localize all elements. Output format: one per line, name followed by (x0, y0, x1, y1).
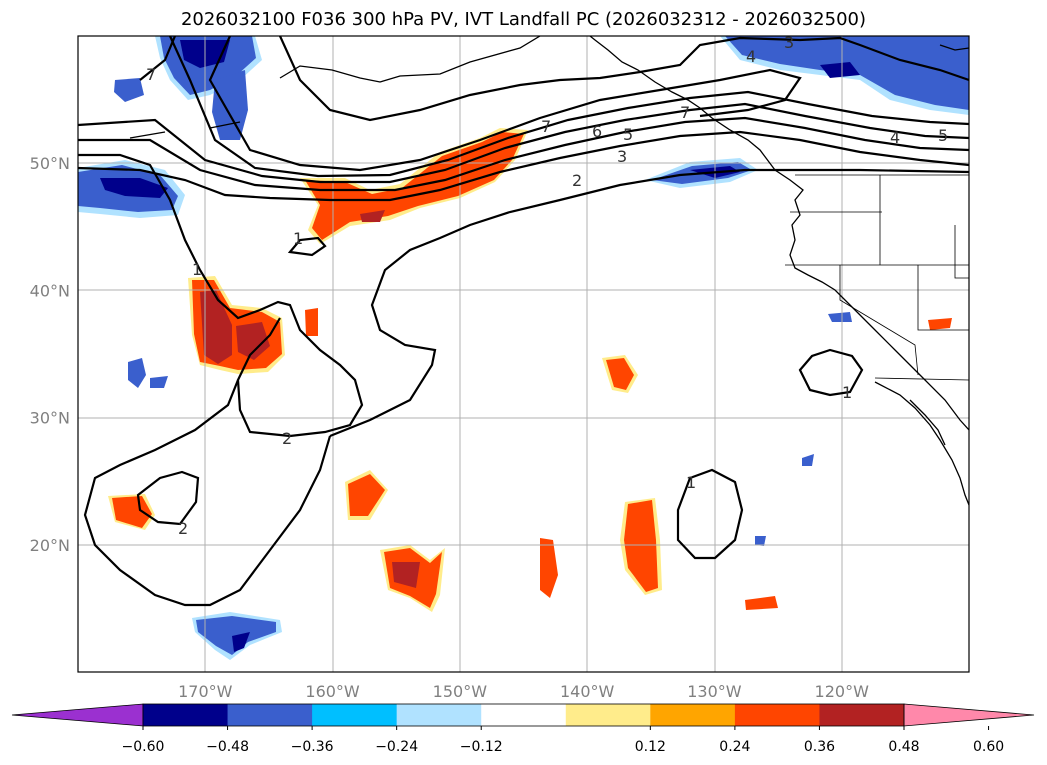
contour-label: 7 (680, 103, 690, 122)
colorbar-tick-label: −0.60 (122, 739, 165, 755)
contour-label: 1 (192, 260, 202, 279)
colorbar-tick-label: −0.36 (291, 739, 334, 755)
colorbar-tick-label: −0.12 (460, 739, 503, 755)
contour-labels: 1 1 1 1 2 2 2 3 3 4 4 5 5 6 7 7 7 (146, 33, 948, 538)
longitude-label: 170°W (178, 682, 233, 701)
colorbar-frame (142, 703, 905, 727)
latitude-label: 30°N (30, 409, 70, 428)
contour-label: 2 (178, 519, 188, 538)
contour-1-coast (798, 348, 864, 397)
colorbar-swatch (565, 704, 651, 726)
colorbar-tick-label: 0.60 (973, 739, 1004, 755)
latitude-labels: 50°N 40°N 30°N 20°N (30, 154, 70, 555)
colorbar-tick-label: 0.24 (719, 739, 750, 755)
contour-label: 2 (572, 171, 582, 190)
colorbar-extend-low (11, 703, 144, 727)
longitude-label: 150°W (433, 682, 488, 701)
colorbar-tick-label: 0.36 (804, 739, 835, 755)
longitude-label: 130°W (687, 682, 742, 701)
colorbar-tick-label: 0.48 (888, 739, 919, 755)
contour-label: 7 (146, 65, 156, 84)
contour-label: 2 (282, 429, 292, 448)
map-area: 1 1 1 1 2 2 2 3 3 4 4 5 5 6 7 7 7 (78, 33, 969, 672)
colorbar-tick-label: 0.12 (635, 739, 666, 755)
colorbar-swatch (650, 704, 736, 726)
colorbar-tick-label: −0.24 (375, 739, 418, 755)
contour-label: 1 (686, 473, 696, 492)
contour-label: 1 (293, 229, 303, 248)
contour-label: 7 (541, 117, 551, 136)
baja-coast (874, 381, 969, 506)
contour-label: 5 (938, 126, 948, 145)
map-title: 2026032100 F036 300 hPa PV, IVT Landfall… (180, 9, 867, 30)
contour-label: 4 (746, 47, 756, 66)
colorbar-swatch (312, 704, 398, 726)
longitude-label: 120°W (815, 682, 870, 701)
colorbar-swatch (143, 704, 229, 726)
contour-label: 4 (890, 128, 900, 147)
colorbar: −0.60 −0.48 −0.36 −0.24 −0.12 0.12 0.24 0.36 0.4… (11, 703, 1035, 755)
latitude-label: 50°N (30, 154, 70, 173)
longitude-label: 160°W (305, 682, 360, 701)
colorbar-swatch (481, 704, 567, 726)
contour-label: 5 (623, 125, 633, 144)
colorbar-swatch (396, 704, 482, 726)
latitude-label: 20°N (30, 536, 70, 555)
colorbar-swatch (819, 704, 905, 726)
colorbar-swatch (227, 704, 313, 726)
contour-label: 6 (592, 122, 602, 141)
contour-label: 1 (842, 383, 852, 402)
colorbar-tick-label: −0.48 (206, 739, 249, 755)
colorbar-extend-high (903, 703, 1035, 727)
contour-label: 3 (784, 33, 794, 52)
coastlines (129, 36, 969, 506)
colorbar-swatch (734, 704, 820, 726)
longitude-label: 140°W (560, 682, 615, 701)
contour-label: 3 (617, 147, 627, 166)
map-frame (77, 35, 970, 673)
pv-contours (78, 36, 969, 607)
contour-2-loop (329, 168, 969, 438)
longitude-labels: 170°W 160°W 150°W 140°W 130°W 120°W (178, 682, 869, 701)
contour-1-main (78, 153, 364, 438)
north-america-coast (589, 36, 969, 431)
political-borders (785, 174, 969, 381)
contour-1-east (676, 468, 744, 560)
latitude-label: 40°N (30, 281, 70, 300)
